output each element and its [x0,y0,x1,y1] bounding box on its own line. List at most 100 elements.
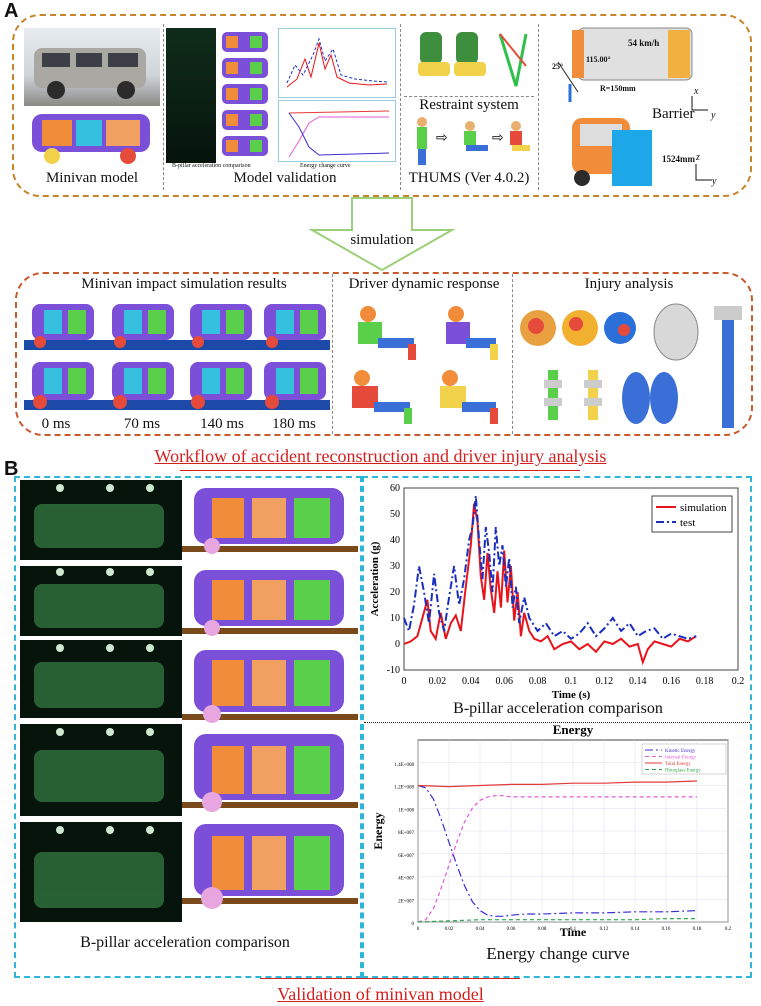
time-180: 180 ms [272,416,316,432]
minivan-model-caption: Minivan model [45,170,139,186]
x-tick-label: 0.2 [725,927,732,932]
validation-photo-strip [166,28,216,163]
axis-z-label: z [696,152,700,163]
x-tick-label: 0.04 [462,676,480,687]
results-divider [332,274,333,434]
x-tick-label: 0.02 [429,676,447,687]
sim-vans-icon [24,304,330,410]
thums-caption: THUMS (Ver 4.0.2) [408,170,530,186]
panel-b-rule [260,978,520,979]
seat-belt-graphic [408,26,532,94]
energy-legend-label: Kinetic Energy [665,749,696,754]
legend-label: test [680,517,695,529]
series-line-2 [417,780,698,788]
van-fe-icon [32,114,150,164]
driver-figures-icon [352,306,498,424]
x-tick-label: 0 [402,676,407,687]
series-line-0 [417,784,698,917]
x-tick-label: 0 [417,927,420,932]
time-140: 140 ms [200,416,244,432]
x-tick-label: 0.12 [600,927,609,932]
x-tick-label: 0.04 [476,927,485,932]
accel-chart-caption: B-pillar acceleration comparison [453,700,663,717]
angle-label: 25° [552,62,564,71]
down-arrow-icon [308,197,456,272]
mini-accel-chart [286,37,388,88]
angle2-label: 115.00° [586,55,611,64]
series-line-1 [403,495,697,641]
van-photo-icon [34,48,146,99]
series-line-1 [417,795,697,923]
speed-label: 54 km/h [628,38,660,48]
thumb-energy-caption: Energy change curve [300,163,351,169]
x-axis-label: Time [560,925,587,939]
x-tick-label: 0.1 [565,676,578,687]
x-tick-label: 0.06 [495,676,513,687]
thums-figures: ⇨ ⇨ [408,116,532,166]
x-tick-label: 0.2 [732,676,745,687]
barrier-label: Barrier [652,106,695,122]
minivan-photo [24,28,160,106]
injury-caption: Injury analysis [584,276,674,292]
x-tick-label: 0.16 [662,676,680,687]
model-validation-caption: Model validation [233,170,337,186]
series-line-3 [417,918,697,923]
y-tick-label: 2E+007 [398,899,414,904]
y-tick-label: 50 [390,509,400,520]
driver-divider [512,274,513,434]
axis-x-label: x [694,86,699,97]
thums-divider [538,24,539,190]
impact-front-view [566,114,676,190]
panel-b-right-box [362,476,752,978]
x-tick-label: 0.06 [507,927,516,932]
sim-results-grid [24,296,330,414]
panel-a-letter: A [4,0,19,22]
validation-energy-thumb [278,100,396,162]
y-tick-label: -10 [387,665,400,676]
x-tick-label: 0.1 [570,927,577,932]
y-tick-label: 0 [412,922,415,927]
x-tick-label: 0.12 [596,676,614,687]
validation-divider-left [163,24,164,190]
axis-y-label-front: y [712,176,717,187]
panel-b-right-divider [364,722,750,723]
y-tick-label: 4E+007 [398,877,414,882]
fe-vans-icon [222,32,268,156]
x-axis-label: Time (s) [552,689,591,701]
legend-box [651,495,733,533]
y-axis-label: Energy [372,812,385,849]
impact-front-icon [572,118,652,186]
legend-label: simulation [680,502,727,514]
x-tick-label: 0.08 [529,676,547,687]
impact-top-icon [557,27,693,102]
svg-text:⇨: ⇨ [492,131,504,146]
height-label: 1524mm [662,154,695,164]
x-tick-label: 0.14 [629,676,647,687]
panel-b-left-box [14,476,362,978]
left-bpillar-caption: B-pillar acceleration comparison [80,934,290,951]
y-tick-label: 8E+007 [398,831,414,836]
seats-icon [418,32,528,87]
axis-front-icon [694,164,714,184]
y-tick-label: 1.4E+008 [394,763,414,768]
validation-fe-strip [218,28,274,163]
axis-y-label-top: y [711,110,716,121]
mini-energy-chart [288,110,390,158]
y-tick-label: 60 [390,483,400,494]
x-tick-label: 0.08 [538,927,547,932]
validation-bpillar-thumb [278,28,396,98]
accel-chart-svg: 0 0.02 0.04 0.06 0.08 0.1 0.12 0.14 0.16 0.18 0.2 -… [369,483,745,701]
y-tick-label: 10 [390,613,400,624]
y-axis-label: Acceleration (g) [369,541,381,616]
y-tick-label: 1E+008 [398,808,414,813]
y-tick-label: 20 [390,587,400,598]
injury-figures [516,298,748,430]
injury-organs-icon [520,303,742,428]
energy-legend-label: Total Energy [665,762,691,767]
thumb-bpillar-caption: B-pillar acceleration comparison [172,163,251,169]
svg-text:⇨: ⇨ [436,131,448,146]
chart-title: Energy [553,724,594,737]
restraint-system-caption: Restraint system [419,97,519,113]
panel-a-top-box [12,14,752,197]
fe-sequence-column [182,480,358,922]
